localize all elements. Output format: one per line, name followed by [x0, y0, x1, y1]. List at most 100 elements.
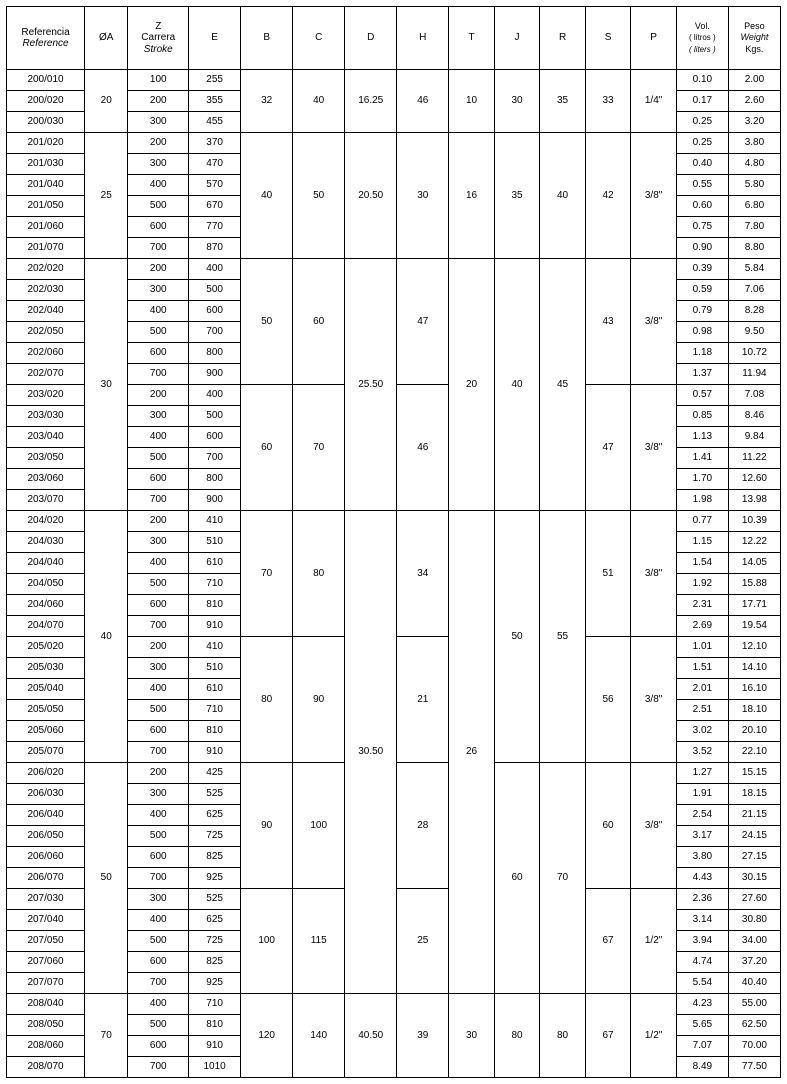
- cell-e: 525: [189, 889, 241, 910]
- cell-e: 500: [189, 280, 241, 301]
- cell-peso: 27.60: [728, 889, 780, 910]
- cell-z: 500: [128, 322, 189, 343]
- cell-peso: 12.60: [728, 469, 780, 490]
- cell-b: 32: [241, 70, 293, 133]
- cell-oa: 25: [85, 133, 128, 259]
- cell-j: 60: [494, 763, 540, 994]
- cell-peso: 15.88: [728, 574, 780, 595]
- cell-vol: 2.69: [676, 616, 728, 637]
- cell-z: 300: [128, 280, 189, 301]
- cell-z: 600: [128, 1036, 189, 1057]
- cell-peso: 3.80: [728, 133, 780, 154]
- cell-e: 510: [189, 658, 241, 679]
- cell-vol: 5.54: [676, 973, 728, 994]
- cell-z: 600: [128, 847, 189, 868]
- cell-c: 80: [293, 511, 345, 637]
- cell-z: 300: [128, 658, 189, 679]
- cell-peso: 14.05: [728, 553, 780, 574]
- cell-ref: 206/050: [7, 826, 85, 847]
- cell-z: 500: [128, 1015, 189, 1036]
- spec-table: ReferenciaReferenceØAZCarreraStrokeEBCDH…: [6, 6, 781, 1078]
- cell-z: 700: [128, 490, 189, 511]
- cell-ref: 204/060: [7, 595, 85, 616]
- cell-oa: 40: [85, 511, 128, 763]
- col-header-d: D: [345, 7, 397, 70]
- col-header-vol: Vol.( litros )( liters ): [676, 7, 728, 70]
- cell-peso: 8.28: [728, 301, 780, 322]
- cell-e: 625: [189, 910, 241, 931]
- cell-h: 46: [397, 385, 449, 511]
- cell-ref: 204/040: [7, 553, 85, 574]
- cell-ref: 203/030: [7, 406, 85, 427]
- cell-ref: 202/050: [7, 322, 85, 343]
- cell-h: 34: [397, 511, 449, 637]
- cell-r: 55: [540, 511, 586, 763]
- cell-ref: 203/070: [7, 490, 85, 511]
- cell-vol: 7.07: [676, 1036, 728, 1057]
- cell-r: 35: [540, 70, 586, 133]
- cell-peso: 8.46: [728, 406, 780, 427]
- cell-z: 300: [128, 784, 189, 805]
- cell-peso: 9.50: [728, 322, 780, 343]
- cell-ref: 204/020: [7, 511, 85, 532]
- cell-peso: 13.98: [728, 490, 780, 511]
- table-row: 204/02040200410708030.5034265055513/8"0.…: [7, 511, 781, 532]
- cell-e: 900: [189, 364, 241, 385]
- cell-p: 1/4": [631, 70, 677, 133]
- cell-vol: 0.75: [676, 217, 728, 238]
- cell-z: 500: [128, 700, 189, 721]
- cell-e: 610: [189, 553, 241, 574]
- cell-peso: 5.84: [728, 259, 780, 280]
- cell-b: 70: [241, 511, 293, 637]
- cell-e: 610: [189, 679, 241, 700]
- cell-z: 700: [128, 1057, 189, 1078]
- cell-ref: 208/060: [7, 1036, 85, 1057]
- cell-r: 45: [540, 259, 586, 511]
- cell-ref: 201/070: [7, 238, 85, 259]
- cell-h: 28: [397, 763, 449, 889]
- col-header-s: S: [585, 7, 631, 70]
- cell-ref: 207/040: [7, 910, 85, 931]
- cell-vol: 3.94: [676, 931, 728, 952]
- cell-vol: 0.25: [676, 112, 728, 133]
- cell-oa: 70: [85, 994, 128, 1078]
- cell-p: 3/8": [631, 385, 677, 511]
- cell-peso: 55.00: [728, 994, 780, 1015]
- cell-peso: 62.50: [728, 1015, 780, 1036]
- col-header-h: H: [397, 7, 449, 70]
- cell-z: 500: [128, 574, 189, 595]
- cell-vol: 5.65: [676, 1015, 728, 1036]
- cell-vol: 0.98: [676, 322, 728, 343]
- cell-c: 60: [293, 259, 345, 385]
- cell-h: 25: [397, 889, 449, 994]
- cell-peso: 7.80: [728, 217, 780, 238]
- cell-vol: 3.17: [676, 826, 728, 847]
- cell-e: 255: [189, 70, 241, 91]
- cell-peso: 10.72: [728, 343, 780, 364]
- cell-vol: 0.77: [676, 511, 728, 532]
- col-header-p: P: [631, 7, 677, 70]
- cell-t: 30: [449, 994, 495, 1078]
- cell-ref: 207/050: [7, 931, 85, 952]
- cell-vol: 0.60: [676, 196, 728, 217]
- cell-h: 21: [397, 637, 449, 763]
- cell-e: 900: [189, 490, 241, 511]
- cell-c: 115: [293, 889, 345, 994]
- cell-p: 1/2": [631, 889, 677, 994]
- cell-e: 410: [189, 511, 241, 532]
- cell-h: 46: [397, 70, 449, 133]
- cell-e: 710: [189, 994, 241, 1015]
- col-header-z: ZCarreraStroke: [128, 7, 189, 70]
- cell-ref: 205/030: [7, 658, 85, 679]
- cell-ref: 201/040: [7, 175, 85, 196]
- cell-vol: 1.92: [676, 574, 728, 595]
- cell-vol: 4.23: [676, 994, 728, 1015]
- cell-peso: 30.15: [728, 868, 780, 889]
- cell-vol: 4.43: [676, 868, 728, 889]
- cell-z: 300: [128, 154, 189, 175]
- cell-ref: 206/040: [7, 805, 85, 826]
- cell-peso: 2.00: [728, 70, 780, 91]
- cell-vol: 0.39: [676, 259, 728, 280]
- cell-vol: 3.02: [676, 721, 728, 742]
- cell-ref: 207/060: [7, 952, 85, 973]
